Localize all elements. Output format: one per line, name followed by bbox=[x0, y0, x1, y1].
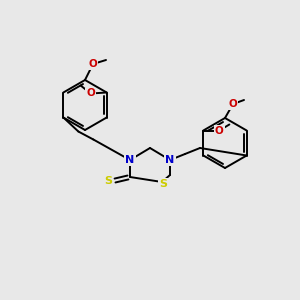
Text: S: S bbox=[104, 176, 112, 186]
Text: N: N bbox=[125, 155, 135, 165]
Text: S: S bbox=[159, 179, 167, 189]
Text: N: N bbox=[165, 155, 175, 165]
Text: O: O bbox=[215, 125, 224, 136]
Text: O: O bbox=[88, 59, 98, 69]
Text: O: O bbox=[86, 88, 95, 98]
Text: O: O bbox=[229, 99, 237, 109]
